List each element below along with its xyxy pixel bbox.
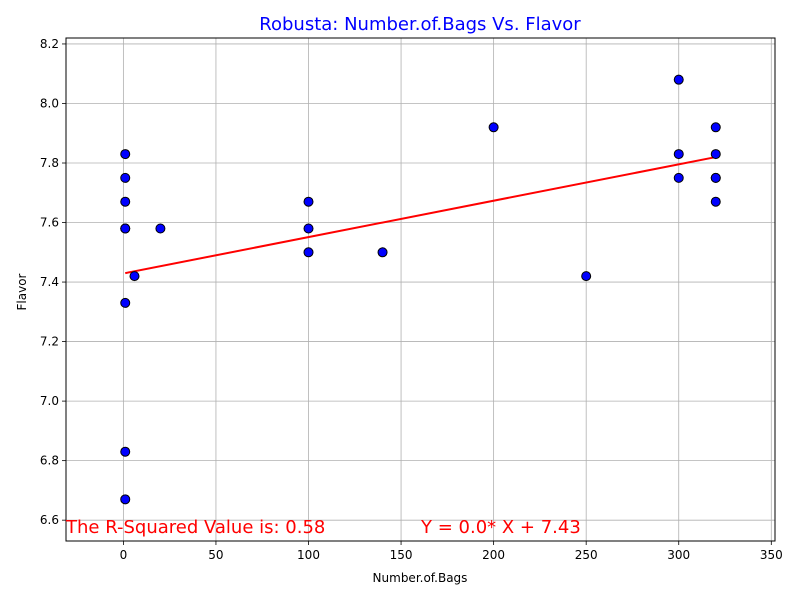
data-point (488, 122, 499, 133)
x-axis-label: Number.of.Bags (373, 571, 468, 585)
data-point (377, 247, 388, 258)
data-point (303, 223, 314, 234)
regression-layer (125, 156, 716, 275)
x-tick-label: 150 (390, 548, 413, 562)
data-point (673, 74, 684, 85)
y-tick-label: 7.0 (40, 394, 59, 408)
x-tick-label: 300 (667, 548, 690, 562)
data-point (120, 196, 131, 207)
y-axis-label: Flavor (15, 273, 29, 310)
y-tick-label: 7.6 (40, 216, 59, 230)
y-tick-label: 6.6 (40, 513, 59, 527)
data-point (120, 297, 131, 308)
data-point (710, 196, 721, 207)
x-tick-label: 350 (760, 548, 783, 562)
data-point (710, 172, 721, 183)
x-tick-label: 50 (208, 548, 223, 562)
y-tick-label: 7.8 (40, 156, 59, 170)
data-point (303, 247, 314, 258)
data-point (155, 223, 166, 234)
data-point (673, 172, 684, 183)
x-tick-label: 100 (297, 548, 320, 562)
grid-lines (66, 38, 775, 541)
x-tick-label: 0 (120, 548, 128, 562)
data-points (120, 74, 721, 505)
data-point (120, 149, 131, 160)
data-point (120, 172, 131, 183)
data-point (710, 122, 721, 133)
data-point (120, 494, 131, 505)
r-squared-annotation: The R-Squared Value is: 0.58 (65, 517, 325, 538)
data-point (581, 271, 592, 282)
y-tick-label: 6.8 (40, 454, 59, 468)
regression-equation-annotation: Y = 0.0* X + 7.43 (420, 517, 581, 538)
data-point (673, 149, 684, 160)
y-tick-label: 7.2 (40, 335, 59, 349)
data-point (303, 196, 314, 207)
data-point (120, 446, 131, 457)
chart-title: Robusta: Number.of.Bags Vs. Flavor (259, 14, 581, 35)
plot-frame (65, 37, 776, 542)
x-tick-label: 250 (575, 548, 598, 562)
x-tick-label: 200 (482, 548, 505, 562)
data-point (120, 223, 131, 234)
data-point (129, 271, 140, 282)
y-tick-label: 8.0 (40, 96, 59, 110)
data-point (710, 149, 721, 160)
regression-line (125, 156, 716, 275)
x-axis-ticks: 0 50 100 150 200 250 300 350 (120, 541, 783, 562)
y-axis-ticks: 6.6 6.8 7.0 7.2 7.4 7.6 7.8 8.0 8.2 (40, 37, 66, 527)
y-tick-label: 7.4 (40, 275, 59, 289)
y-tick-label: 8.2 (40, 37, 59, 51)
